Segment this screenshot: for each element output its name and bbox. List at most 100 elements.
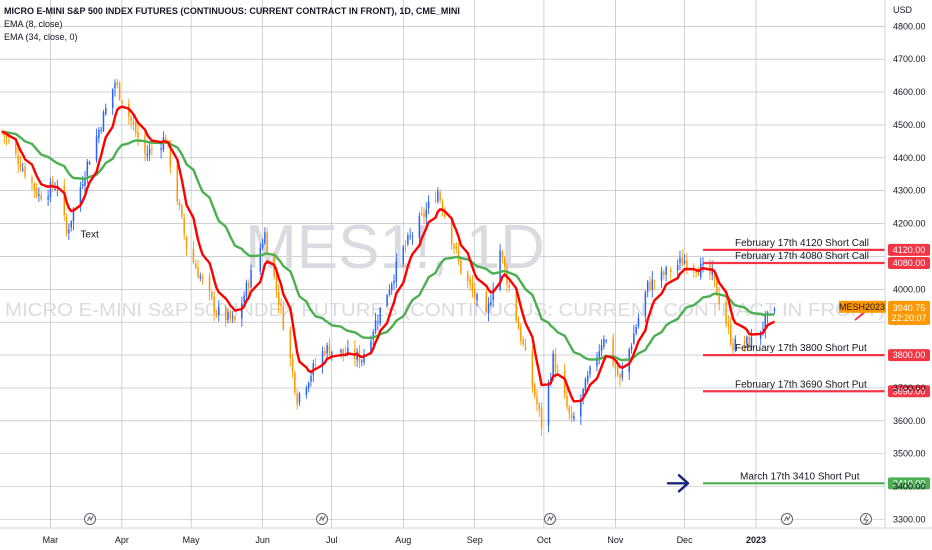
candle [194, 259, 197, 270]
ema-fast-legend[interactable]: EMA (8, close) [4, 19, 63, 29]
candle [515, 287, 517, 324]
event-marker-icon[interactable] [544, 513, 556, 525]
candle [633, 324, 635, 345]
candle-body [132, 120, 135, 125]
candle-body [289, 329, 291, 359]
candle [467, 270, 469, 289]
event-markers [84, 513, 872, 525]
candle-body [321, 350, 324, 366]
candle-body [231, 316, 234, 318]
candle-body [457, 250, 460, 260]
candle [390, 281, 393, 296]
time-axis-tick-label: Aug [395, 535, 411, 545]
candle [750, 328, 753, 351]
last-price-value: 3940.75 [893, 303, 926, 313]
candle-body [24, 166, 26, 177]
candle-body [686, 259, 688, 269]
candle-body [517, 321, 520, 329]
candle-body [471, 283, 474, 291]
candle-body [589, 366, 591, 375]
event-marker-icon[interactable] [316, 513, 328, 525]
candle-body [116, 82, 119, 85]
candle-body [750, 337, 753, 349]
candle [418, 212, 421, 242]
candle-body [194, 263, 197, 269]
candle [63, 178, 66, 221]
candle-body [533, 384, 536, 397]
candle-body [296, 393, 298, 405]
candle-body [192, 248, 195, 263]
candle-body [402, 246, 404, 264]
candle [289, 326, 291, 367]
candle-body [208, 276, 211, 292]
candle [427, 195, 430, 215]
candle-body [63, 185, 66, 215]
candle [455, 242, 458, 254]
candle-body [729, 324, 732, 344]
candle [402, 244, 404, 268]
price-axis-tick-label: 4000.00 [893, 284, 926, 294]
candle [444, 206, 446, 220]
candle [111, 88, 114, 116]
candle [616, 358, 619, 378]
candle-body [118, 82, 121, 100]
price-axis-tick-label: 4200.00 [893, 219, 926, 229]
candle-body [70, 221, 72, 228]
candle [160, 143, 162, 159]
candle-body [453, 244, 455, 249]
candle [603, 335, 605, 350]
candle-body [508, 284, 511, 288]
candle-body [554, 354, 557, 372]
candle-body [669, 269, 672, 272]
price-axis-tick-label: 4700.00 [893, 54, 926, 64]
candle [566, 388, 568, 411]
candle-body [556, 370, 559, 372]
candle-body [437, 191, 439, 202]
candle [24, 162, 26, 180]
candle [33, 182, 36, 199]
candle [573, 411, 575, 422]
candle-body [434, 200, 437, 202]
candle [773, 306, 776, 314]
candle [298, 391, 301, 406]
price-axis-tick-label: 4500.00 [893, 120, 926, 130]
dividend-marker-icon[interactable] [860, 513, 872, 525]
candle-body [644, 291, 647, 317]
price-axis-unit: USD [893, 5, 913, 15]
candle-body [759, 331, 762, 339]
candle [460, 258, 462, 276]
candle [453, 242, 455, 255]
candle [434, 191, 437, 204]
candle-body [522, 339, 524, 345]
candle [294, 370, 296, 396]
candle [540, 402, 543, 437]
ema-slow-legend[interactable]: EMA (34, close, 0) [4, 32, 78, 42]
candle-body [51, 180, 54, 188]
option-levels: February 17th 4120 Short Call 4120.00 Febr… [703, 238, 930, 490]
candle [743, 335, 746, 352]
candle [148, 141, 151, 162]
candle [22, 162, 24, 173]
candle-body [183, 217, 185, 235]
price-axis-tick-label: 3700.00 [893, 383, 926, 393]
candle [17, 146, 19, 173]
event-marker-icon[interactable] [781, 513, 793, 525]
candle-body [331, 351, 333, 357]
candle-body [713, 271, 716, 279]
candle [197, 259, 199, 279]
candle-body [538, 403, 541, 411]
candle-body [280, 303, 282, 307]
candle [31, 175, 33, 191]
event-marker-icon[interactable] [84, 513, 96, 525]
candle [326, 342, 328, 361]
candle-body [570, 413, 573, 419]
price-axis-tick-label: 4600.00 [893, 87, 926, 97]
candle-body [404, 245, 407, 247]
candle-body [605, 340, 607, 342]
candle-body [743, 341, 746, 345]
candle-body [241, 303, 243, 319]
candle [374, 312, 377, 335]
candle-body [372, 332, 375, 340]
